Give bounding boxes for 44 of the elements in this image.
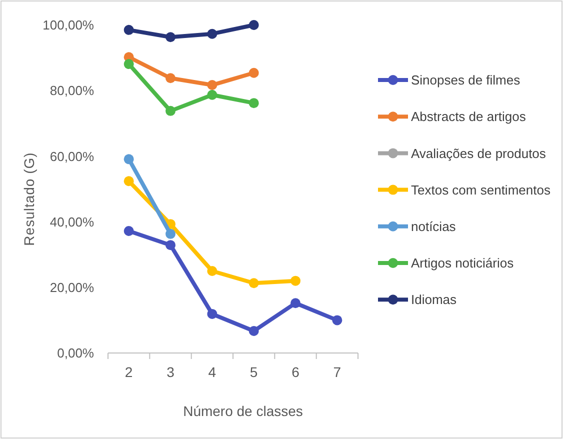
point xyxy=(248,278,259,288)
point xyxy=(124,59,134,70)
y-axis-title: Resultado (G) xyxy=(21,152,37,246)
point xyxy=(207,28,218,39)
x-tick-label: 3 xyxy=(166,364,175,380)
legend-label: Artigos noticiários xyxy=(411,256,514,271)
point xyxy=(207,308,218,319)
point xyxy=(332,315,342,326)
point xyxy=(124,154,134,164)
point xyxy=(207,266,218,276)
legend-label: Textos com sentimentos xyxy=(411,182,551,198)
y-tick-label: 20,00% xyxy=(50,280,94,295)
point xyxy=(166,106,176,116)
point xyxy=(166,228,176,239)
x-tick-label: 7 xyxy=(333,364,342,380)
point xyxy=(248,326,259,336)
x-tick-label: 5 xyxy=(250,364,258,380)
point xyxy=(207,90,218,100)
point xyxy=(290,276,300,286)
x-tick-label: 4 xyxy=(208,364,216,380)
point xyxy=(166,73,176,84)
y-tick-label: 60,00% xyxy=(50,148,94,164)
legend-label: Sinopses de filmes xyxy=(411,72,521,88)
legend-label: Abstracts de artigos xyxy=(411,109,526,124)
legend-label: Avaliações de produtos xyxy=(411,146,546,161)
point xyxy=(290,298,300,308)
y-tick-label: 100,00% xyxy=(42,18,94,33)
x-tick-label: 2 xyxy=(124,364,133,380)
point xyxy=(124,226,134,236)
point xyxy=(124,176,134,186)
x-tick-label: 6 xyxy=(292,364,300,380)
legend-label: Idiomas xyxy=(411,292,458,308)
point xyxy=(166,32,176,42)
y-tick-label: 0,00% xyxy=(57,346,94,361)
point xyxy=(248,98,259,108)
point xyxy=(207,80,218,90)
point xyxy=(248,68,259,78)
point xyxy=(124,24,134,35)
point xyxy=(248,20,259,30)
y-tick-label: 80,00% xyxy=(50,83,94,98)
legend-label: notícias xyxy=(411,218,456,234)
point xyxy=(166,240,176,250)
x-axis-title: Número de classes xyxy=(183,403,303,419)
y-tick-label: 40,00% xyxy=(50,214,94,230)
